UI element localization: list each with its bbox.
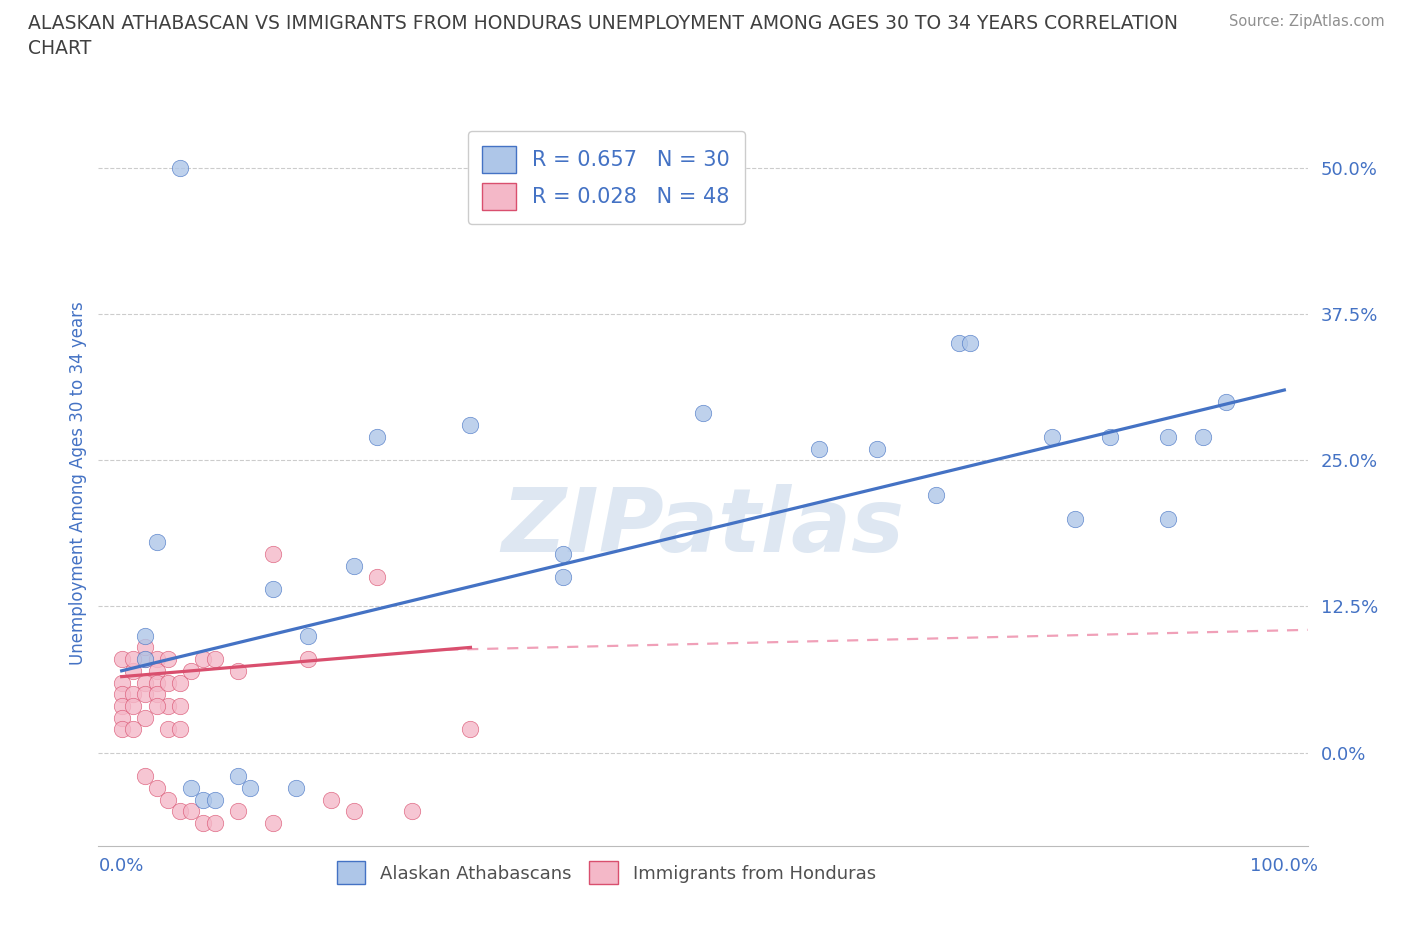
Point — [924, 488, 946, 503]
Point — [959, 336, 981, 351]
Point — [319, 792, 342, 807]
Point — [134, 711, 156, 725]
Point — [145, 675, 167, 690]
Point — [145, 663, 167, 678]
Point — [134, 640, 156, 655]
Point — [297, 629, 319, 644]
Point — [226, 769, 249, 784]
Point — [1157, 512, 1180, 526]
Point — [169, 160, 191, 175]
Point — [157, 722, 180, 737]
Point — [262, 816, 284, 830]
Point — [180, 663, 202, 678]
Point — [553, 546, 575, 561]
Legend: Alaskan Athabascans, Immigrants from Honduras: Alaskan Athabascans, Immigrants from Hon… — [329, 854, 883, 892]
Point — [145, 698, 167, 713]
Point — [122, 722, 145, 737]
Point — [553, 570, 575, 585]
Point — [297, 652, 319, 667]
Point — [366, 430, 388, 445]
Point — [204, 792, 226, 807]
Point — [145, 780, 167, 795]
Point — [169, 698, 191, 713]
Point — [134, 769, 156, 784]
Point — [134, 675, 156, 690]
Point — [111, 686, 134, 701]
Point — [191, 652, 214, 667]
Point — [169, 722, 191, 737]
Point — [145, 686, 167, 701]
Point — [204, 652, 226, 667]
Point — [111, 722, 134, 737]
Point — [169, 804, 191, 818]
Point — [111, 652, 134, 667]
Point — [343, 558, 366, 573]
Point — [460, 722, 482, 737]
Point — [1192, 430, 1215, 445]
Point — [204, 816, 226, 830]
Text: ZIPatlas: ZIPatlas — [502, 484, 904, 571]
Point — [1215, 394, 1237, 409]
Point — [191, 816, 214, 830]
Point — [145, 535, 167, 550]
Point — [157, 652, 180, 667]
Point — [262, 546, 284, 561]
Point — [262, 581, 284, 596]
Point — [1157, 430, 1180, 445]
Point — [122, 652, 145, 667]
Point — [239, 780, 262, 795]
Point — [122, 698, 145, 713]
Point — [157, 675, 180, 690]
Point — [134, 686, 156, 701]
Point — [226, 804, 249, 818]
Point — [180, 780, 202, 795]
Point — [157, 792, 180, 807]
Point — [226, 663, 249, 678]
Point — [145, 652, 167, 667]
Text: ALASKAN ATHABASCAN VS IMMIGRANTS FROM HONDURAS UNEMPLOYMENT AMONG AGES 30 TO 34 : ALASKAN ATHABASCAN VS IMMIGRANTS FROM HO… — [28, 14, 1178, 58]
Point — [1040, 430, 1063, 445]
Point — [134, 652, 156, 667]
Point — [1098, 430, 1121, 445]
Point — [122, 663, 145, 678]
Point — [401, 804, 423, 818]
Point — [1064, 512, 1087, 526]
Point — [948, 336, 970, 351]
Point — [157, 698, 180, 713]
Y-axis label: Unemployment Among Ages 30 to 34 years: Unemployment Among Ages 30 to 34 years — [69, 301, 87, 666]
Point — [343, 804, 366, 818]
Point — [111, 711, 134, 725]
Point — [111, 675, 134, 690]
Point — [866, 441, 889, 456]
Point — [285, 780, 308, 795]
Point — [169, 675, 191, 690]
Point — [366, 570, 388, 585]
Point — [808, 441, 831, 456]
Point — [111, 698, 134, 713]
Point — [191, 792, 214, 807]
Point — [692, 406, 714, 421]
Text: Source: ZipAtlas.com: Source: ZipAtlas.com — [1229, 14, 1385, 29]
Point — [122, 686, 145, 701]
Point — [134, 652, 156, 667]
Point — [460, 418, 482, 432]
Point — [134, 629, 156, 644]
Point — [180, 804, 202, 818]
